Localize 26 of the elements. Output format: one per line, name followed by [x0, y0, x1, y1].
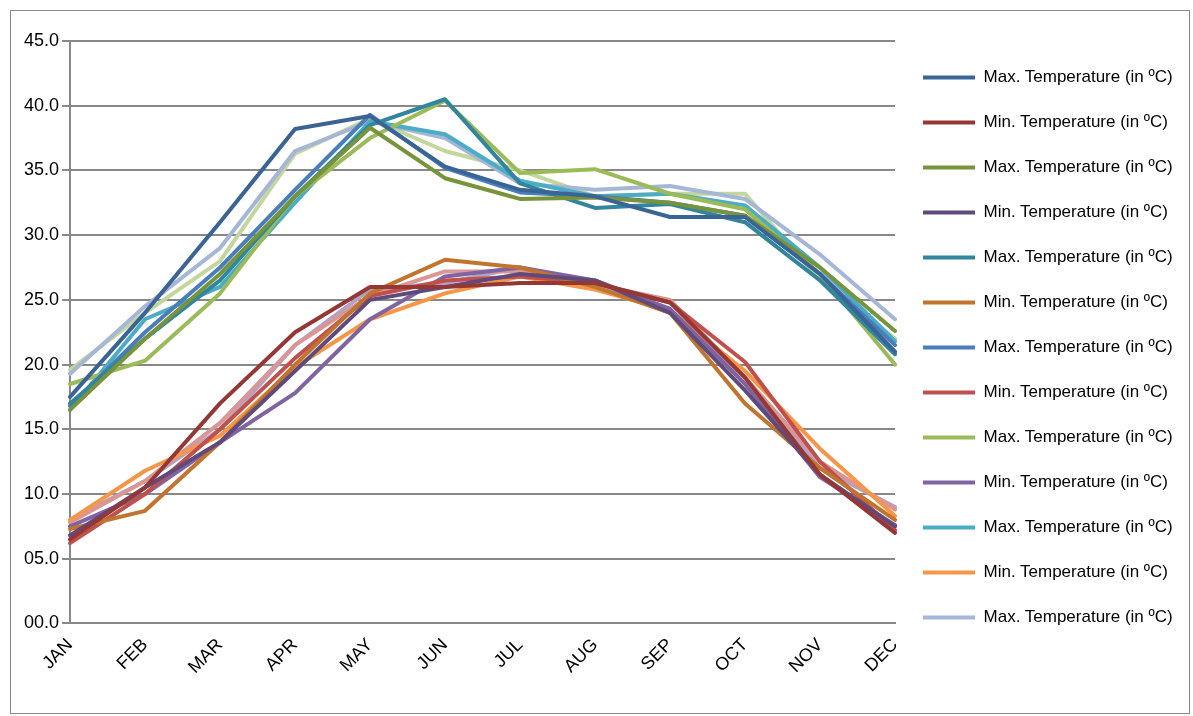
legend-label: Min. Temperature (in ºC) — [983, 562, 1168, 582]
y-tick-label: 05.0 — [23, 547, 60, 568]
y-tick-label: 20.0 — [23, 353, 60, 374]
y-tick-label: 00.0 — [23, 612, 60, 633]
legend-label: Max. Temperature (in ºC) — [983, 607, 1173, 627]
x-tick-label: JUL — [489, 634, 527, 672]
legend-label: Max. Temperature (in ºC) — [983, 517, 1173, 537]
legend-label: Max. Temperature (in ºC) — [983, 67, 1173, 87]
x-tick-label: FEB — [112, 634, 152, 674]
legend-label: Min. Temperature (in ºC) — [983, 202, 1168, 222]
legend-label: Min. Temperature (in ºC) — [983, 472, 1168, 492]
legend-label: Min. Temperature (in ºC) — [983, 292, 1168, 312]
legend-label: Max. Temperature (in ºC) — [983, 337, 1173, 357]
y-tick-label: 45.0 — [23, 29, 60, 50]
y-tick-label: 25.0 — [23, 288, 60, 309]
legend-label: Max. Temperature (in ºC) — [983, 427, 1173, 447]
y-tick-label: 10.0 — [23, 482, 60, 503]
x-tick-label: SEP — [636, 634, 677, 674]
legend-label: Max. Temperature (in ºC) — [983, 157, 1173, 177]
y-tick-label: 15.0 — [23, 418, 60, 439]
y-tick-label: 40.0 — [23, 94, 60, 115]
y-tick-label: 35.0 — [23, 159, 60, 180]
legend-label: Min. Temperature (in ºC) — [983, 382, 1168, 402]
legend-label: Min. Temperature (in ºC) — [983, 112, 1168, 132]
y-tick-label: 30.0 — [23, 224, 60, 245]
legend-label: Max. Temperature (in ºC) — [983, 247, 1173, 267]
